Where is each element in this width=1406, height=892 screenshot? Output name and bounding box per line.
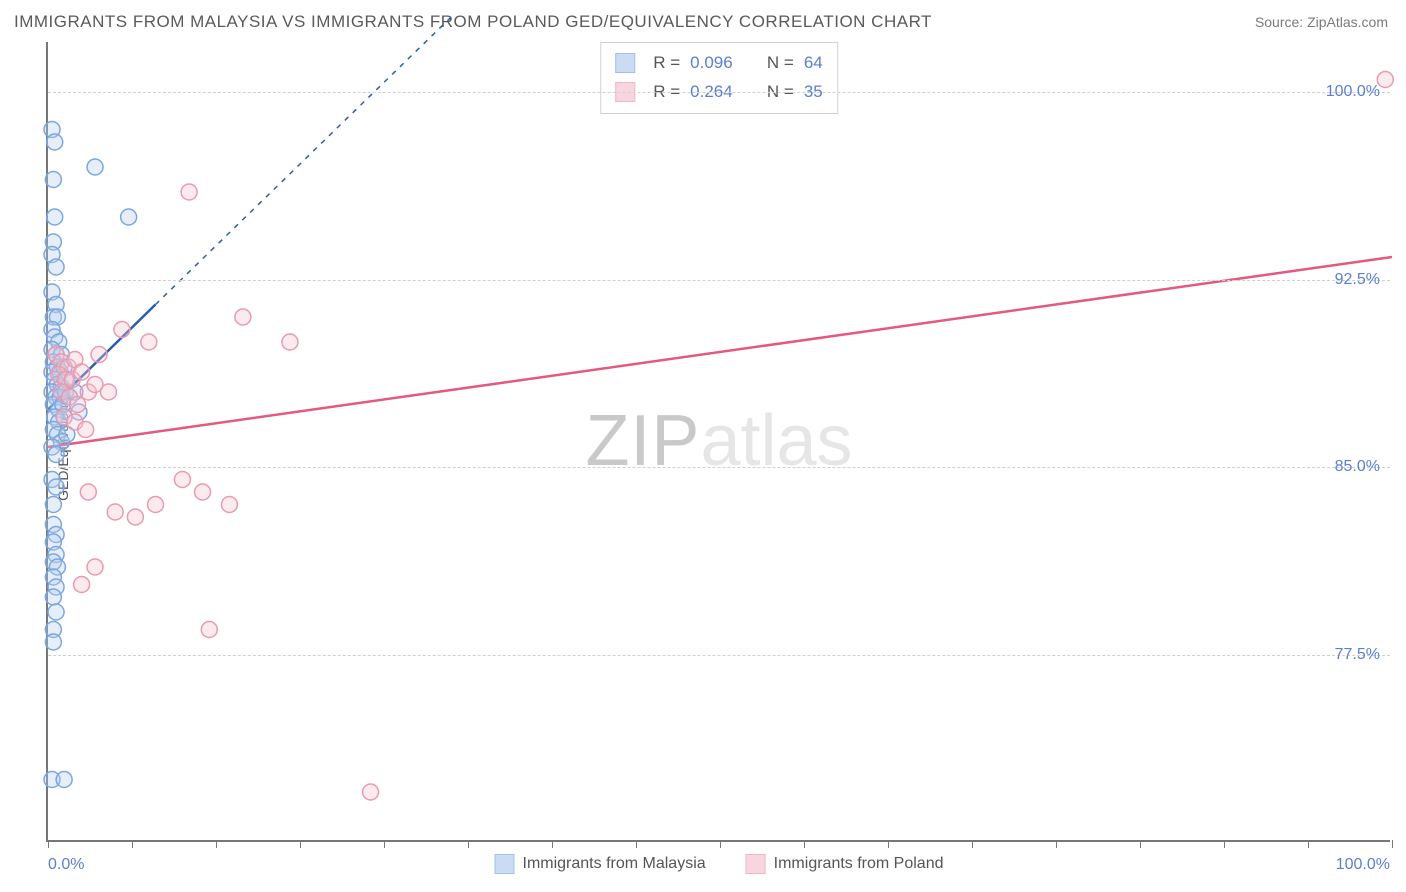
data-point	[121, 209, 137, 225]
chart-container: IMMIGRANTS FROM MALAYSIA VS IMMIGRANTS F…	[0, 0, 1406, 892]
data-point	[74, 364, 90, 380]
legend-row: R = 0.096 N = 64	[615, 49, 823, 78]
y-tick-label: 92.5%	[1335, 271, 1380, 289]
data-point	[127, 509, 143, 525]
gridline-h	[48, 467, 1390, 468]
data-point	[100, 384, 116, 400]
x-tick	[1224, 840, 1225, 848]
x-axis-label: 0.0%	[48, 856, 84, 874]
x-tick	[888, 840, 889, 848]
x-tick	[552, 840, 553, 848]
data-point	[47, 209, 63, 225]
x-tick	[720, 840, 721, 848]
x-tick	[972, 840, 973, 848]
source-attribution: Source: ZipAtlas.com	[1255, 14, 1388, 30]
data-point	[45, 172, 61, 188]
data-point	[80, 484, 96, 500]
data-point	[195, 484, 211, 500]
data-point	[48, 447, 64, 463]
legend-swatch	[495, 854, 515, 874]
data-point	[107, 504, 123, 520]
legend-item: Immigrants from Malaysia	[495, 854, 706, 874]
data-point	[45, 634, 61, 650]
x-tick	[1392, 840, 1393, 848]
data-point	[45, 497, 61, 513]
data-point	[174, 472, 190, 488]
data-point	[48, 259, 64, 275]
x-axis-label: 100.0%	[1336, 856, 1390, 874]
trend-line-extension	[156, 17, 452, 305]
x-tick	[300, 840, 301, 848]
x-tick	[468, 840, 469, 848]
data-point	[87, 559, 103, 575]
plot-area: ZIPatlas R = 0.096 N = 64R = 0.264 N = 3…	[46, 42, 1390, 842]
legend-item: Immigrants from Poland	[746, 854, 944, 874]
data-point	[148, 497, 164, 513]
x-tick	[216, 840, 217, 848]
x-tick	[132, 840, 133, 848]
data-point	[221, 497, 237, 513]
data-point	[48, 604, 64, 620]
x-tick	[1056, 840, 1057, 848]
data-point	[48, 479, 64, 495]
chart-title: IMMIGRANTS FROM MALAYSIA VS IMMIGRANTS F…	[14, 12, 932, 32]
data-point	[181, 184, 197, 200]
correlation-legend: R = 0.096 N = 64R = 0.264 N = 35	[600, 42, 838, 114]
x-tick	[48, 840, 49, 848]
data-point	[56, 772, 72, 788]
legend-series-name: Immigrants from Poland	[774, 855, 944, 872]
y-tick-label: 77.5%	[1335, 646, 1380, 664]
y-tick-label: 85.0%	[1335, 458, 1380, 476]
legend-r-label: R =	[653, 49, 680, 78]
trend-line	[48, 257, 1392, 447]
x-tick	[1308, 840, 1309, 848]
legend-n-value: 64	[804, 49, 823, 78]
gridline-h	[48, 655, 1390, 656]
y-tick-label: 100.0%	[1326, 83, 1380, 101]
data-point	[74, 577, 90, 593]
data-point	[47, 134, 63, 150]
data-point	[363, 784, 379, 800]
series-legend: Immigrants from Malaysia Immigrants from …	[495, 854, 944, 874]
plot-svg	[48, 42, 1390, 840]
data-point	[78, 422, 94, 438]
data-point	[114, 322, 130, 338]
legend-swatch	[615, 53, 635, 73]
x-tick	[1140, 840, 1141, 848]
data-point	[45, 589, 61, 605]
legend-n-label: N =	[767, 49, 794, 78]
legend-r-value: 0.096	[690, 49, 733, 78]
data-point	[282, 334, 298, 350]
legend-swatch	[746, 854, 766, 874]
x-tick	[384, 840, 385, 848]
gridline-h	[48, 92, 1390, 93]
data-point	[91, 347, 107, 363]
data-point	[201, 622, 217, 638]
data-point	[141, 334, 157, 350]
x-tick	[804, 840, 805, 848]
gridline-h	[48, 280, 1390, 281]
x-tick	[636, 840, 637, 848]
data-point	[87, 159, 103, 175]
legend-series-name: Immigrants from Malaysia	[523, 855, 706, 872]
data-point	[235, 309, 251, 325]
